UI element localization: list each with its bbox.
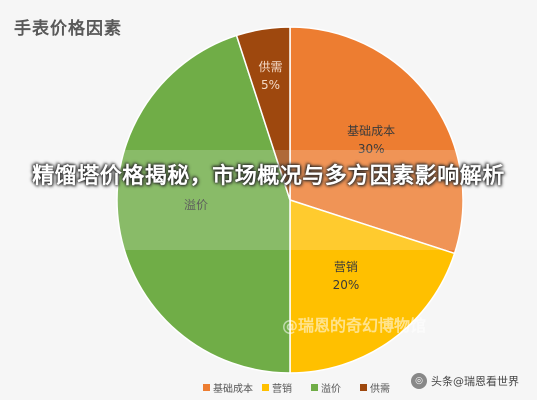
slice-label-2: 营销 [334,260,358,274]
legend-label: 供需 [370,384,390,395]
slice-label-1: 基础成本 [347,124,395,138]
corner-watermark: ◎ 头条@瑞恩看世界 [411,373,519,389]
slice-value-2: 20% [333,278,360,292]
slice-label-3: 溢价 [184,198,208,212]
pie-slice-4 [235,26,291,201]
headline-band [0,150,537,250]
legend-label: 基础成本 [213,384,253,395]
legend-item-1: 基础成本 [203,380,253,395]
headline-overlay: 精馏塔价格揭秘，市场概况与多方因素影响解析 [32,164,505,189]
pie-slice-labels: 基础成本 30% 营销 20% 溢价 供需 5% [184,60,395,292]
legend-swatch [311,384,318,391]
chart-title: 手表价格因素 [14,19,122,39]
chart-legend: 基础成本 营销 溢价 供需 [0,376,537,396]
legend-swatch [262,384,269,391]
corner-watermark-text: 头条@瑞恩看世界 [431,375,519,388]
slice-value-4: 5% [261,78,280,92]
slice-value-1: 30% [358,142,385,156]
legend-item-3: 溢价 [311,380,341,395]
slice-label-4: 供需 [259,60,283,74]
pie-slice-2 [289,198,456,374]
watermark-text: @瑞恩的奇幻博物馆 [282,316,427,335]
legend-item-2: 营销 [262,380,292,395]
legend-swatch [360,384,367,391]
pie-slices [116,26,464,374]
legend-swatch [203,384,210,391]
legend-label: 营销 [272,384,292,395]
pie-slice-3 [116,34,291,374]
watermark-logo-icon: ◎ [411,373,427,389]
legend-item-4: 供需 [360,380,390,395]
pie-slice-1 [289,26,464,255]
legend-label: 溢价 [321,384,341,395]
